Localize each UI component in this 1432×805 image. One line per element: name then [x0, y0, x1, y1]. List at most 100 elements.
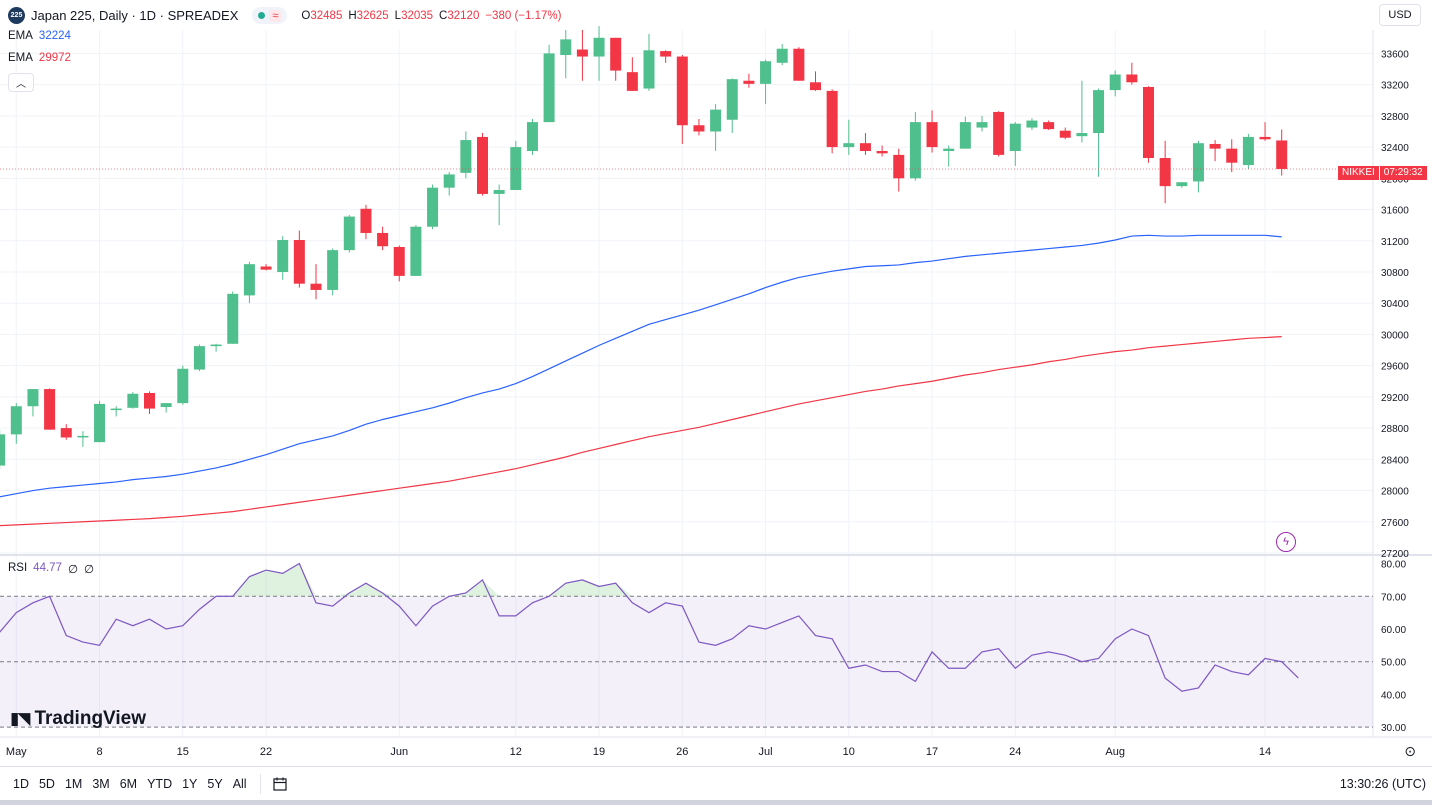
rsi-legend[interactable]: RSI 44.77 ∅ ∅: [8, 562, 94, 576]
candle-up: [10, 406, 22, 435]
price-axis-label: 29200: [1381, 393, 1409, 404]
candle-up: [1242, 136, 1254, 166]
timeframe-1y[interactable]: 1Y: [182, 776, 198, 791]
candle-up: [643, 50, 655, 89]
open-label: O: [301, 9, 311, 22]
candle-up: [543, 53, 555, 123]
candle-down: [610, 37, 622, 71]
collapse-legend-button[interactable]: ︿: [8, 73, 34, 92]
tradingview-logo: ▮◥ TradingView: [10, 708, 146, 730]
candle-up: [443, 174, 455, 188]
timeframe-1d[interactable]: 1D: [13, 776, 29, 791]
timeframe-ytd[interactable]: YTD: [147, 776, 173, 791]
price-tag-label: NIKKEI: [1338, 166, 1379, 180]
rsi-axis-label: 60.00: [1381, 625, 1406, 636]
time-axis-label: 10: [843, 746, 855, 758]
brand-name: TradingView: [34, 708, 147, 729]
candle-up: [227, 293, 239, 344]
ema-fast-value: 32224: [38, 30, 71, 42]
candle-down: [1276, 140, 1288, 169]
rsi-axis-label: 40.00: [1381, 690, 1406, 701]
candle-down: [1043, 122, 1055, 130]
rsi-name: RSI: [8, 562, 28, 574]
candle-up: [776, 48, 788, 63]
timeframe-3m[interactable]: 3M: [92, 776, 110, 791]
candle-up: [526, 122, 538, 151]
chart-settings-icon[interactable]: ⊙: [1404, 743, 1416, 759]
candle-down: [1143, 86, 1154, 159]
low-label: L: [394, 9, 402, 22]
time-axis-label: 26: [676, 746, 688, 758]
candle-up: [760, 61, 772, 84]
ema-fast-legend[interactable]: EMA 32224: [8, 30, 71, 42]
timeframe-1m[interactable]: 1M: [64, 776, 83, 791]
time-axis-label: 19: [593, 746, 605, 758]
utc-clock[interactable]: 13:30:26 (UTC): [1339, 776, 1426, 791]
price-axis-label: 28800: [1381, 424, 1409, 435]
close-label: C: [439, 9, 448, 22]
market-status[interactable]: ≈: [252, 7, 288, 24]
symbol-title[interactable]: Japan 225, Daily · 1D · SPREADEX: [31, 8, 239, 23]
candle-up: [94, 403, 106, 443]
candle-up: [976, 122, 988, 128]
candle-up: [1109, 74, 1121, 91]
candle-up: [177, 368, 189, 404]
price-axis-label: 29600: [1381, 362, 1409, 373]
timeframe-all[interactable]: All: [232, 776, 247, 791]
close-value: 32120: [447, 9, 480, 22]
candle-down: [626, 72, 638, 91]
price-axis-label: 33600: [1381, 49, 1409, 60]
timeframe-5d[interactable]: 5D: [38, 776, 55, 791]
candle-down: [393, 247, 405, 276]
candle-down: [477, 136, 488, 194]
candle-down: [260, 266, 272, 270]
candle-up: [243, 264, 255, 296]
time-axis-label: 24: [1009, 746, 1021, 758]
candle-down: [144, 392, 155, 409]
price-tag-countdown: 07:29:32: [1379, 166, 1427, 180]
symbol-legend: 225 Japan 225, Daily · 1D · SPREADEX ≈ O…: [8, 7, 561, 24]
candle-down: [1209, 143, 1221, 149]
calendar-icon[interactable]: [269, 773, 291, 795]
candle-up: [343, 216, 355, 251]
footer-strip: [0, 800, 1432, 805]
currency-label: USD: [1388, 9, 1412, 21]
candle-down: [377, 232, 389, 247]
currency-selector[interactable]: USD: [1379, 4, 1421, 26]
low-value: 32035: [401, 9, 434, 22]
candle-up: [843, 143, 855, 148]
timeframe-6m[interactable]: 6M: [119, 776, 138, 791]
ema-slow-line: [0, 336, 1282, 527]
candle-up: [1026, 120, 1038, 128]
candle-up: [160, 403, 172, 408]
candle-up: [110, 408, 122, 411]
candle-up: [27, 389, 39, 407]
rsi-axis-label: 70.00: [1381, 592, 1406, 603]
chart-canvas[interactable]: 27200 27600 28000 28400 28800 29200 29600 30000…: [0, 0, 1432, 766]
time-axis-label: Jun: [390, 746, 408, 758]
bottom-toolbar: 1D 5D 1M 3M 6M YTD 1Y 5Y All 13:30:26 (UTC): [0, 766, 1432, 800]
candle-down: [60, 428, 72, 438]
rsi-axis-label: 80.00: [1381, 560, 1406, 571]
time-axis-label: 8: [96, 746, 102, 758]
candle-up: [493, 190, 505, 194]
rsi-value: 44.77: [33, 562, 62, 574]
candle-up: [277, 239, 289, 272]
timeframe-5y[interactable]: 5Y: [207, 776, 223, 791]
lightning-icon[interactable]: ϟ: [1276, 532, 1296, 552]
candle-up: [210, 344, 222, 347]
time-axis-label: 12: [510, 746, 522, 758]
rsi-line: [0, 562, 1299, 692]
ema-slow-legend[interactable]: EMA 29972: [8, 52, 71, 64]
candle-up: [1192, 143, 1204, 182]
time-axis-label: 14: [1259, 746, 1271, 758]
candle-up: [460, 140, 472, 173]
price-axis-label: 27200: [1381, 549, 1409, 560]
ema-fast-name: EMA: [8, 30, 33, 42]
rsi-extra-2: ∅: [83, 564, 95, 576]
candle-down: [576, 49, 588, 57]
candle-down: [693, 125, 705, 132]
time-axis-label: Jul: [759, 746, 773, 758]
last-price-tag: NIKKEI 07:29:32: [1338, 166, 1427, 180]
